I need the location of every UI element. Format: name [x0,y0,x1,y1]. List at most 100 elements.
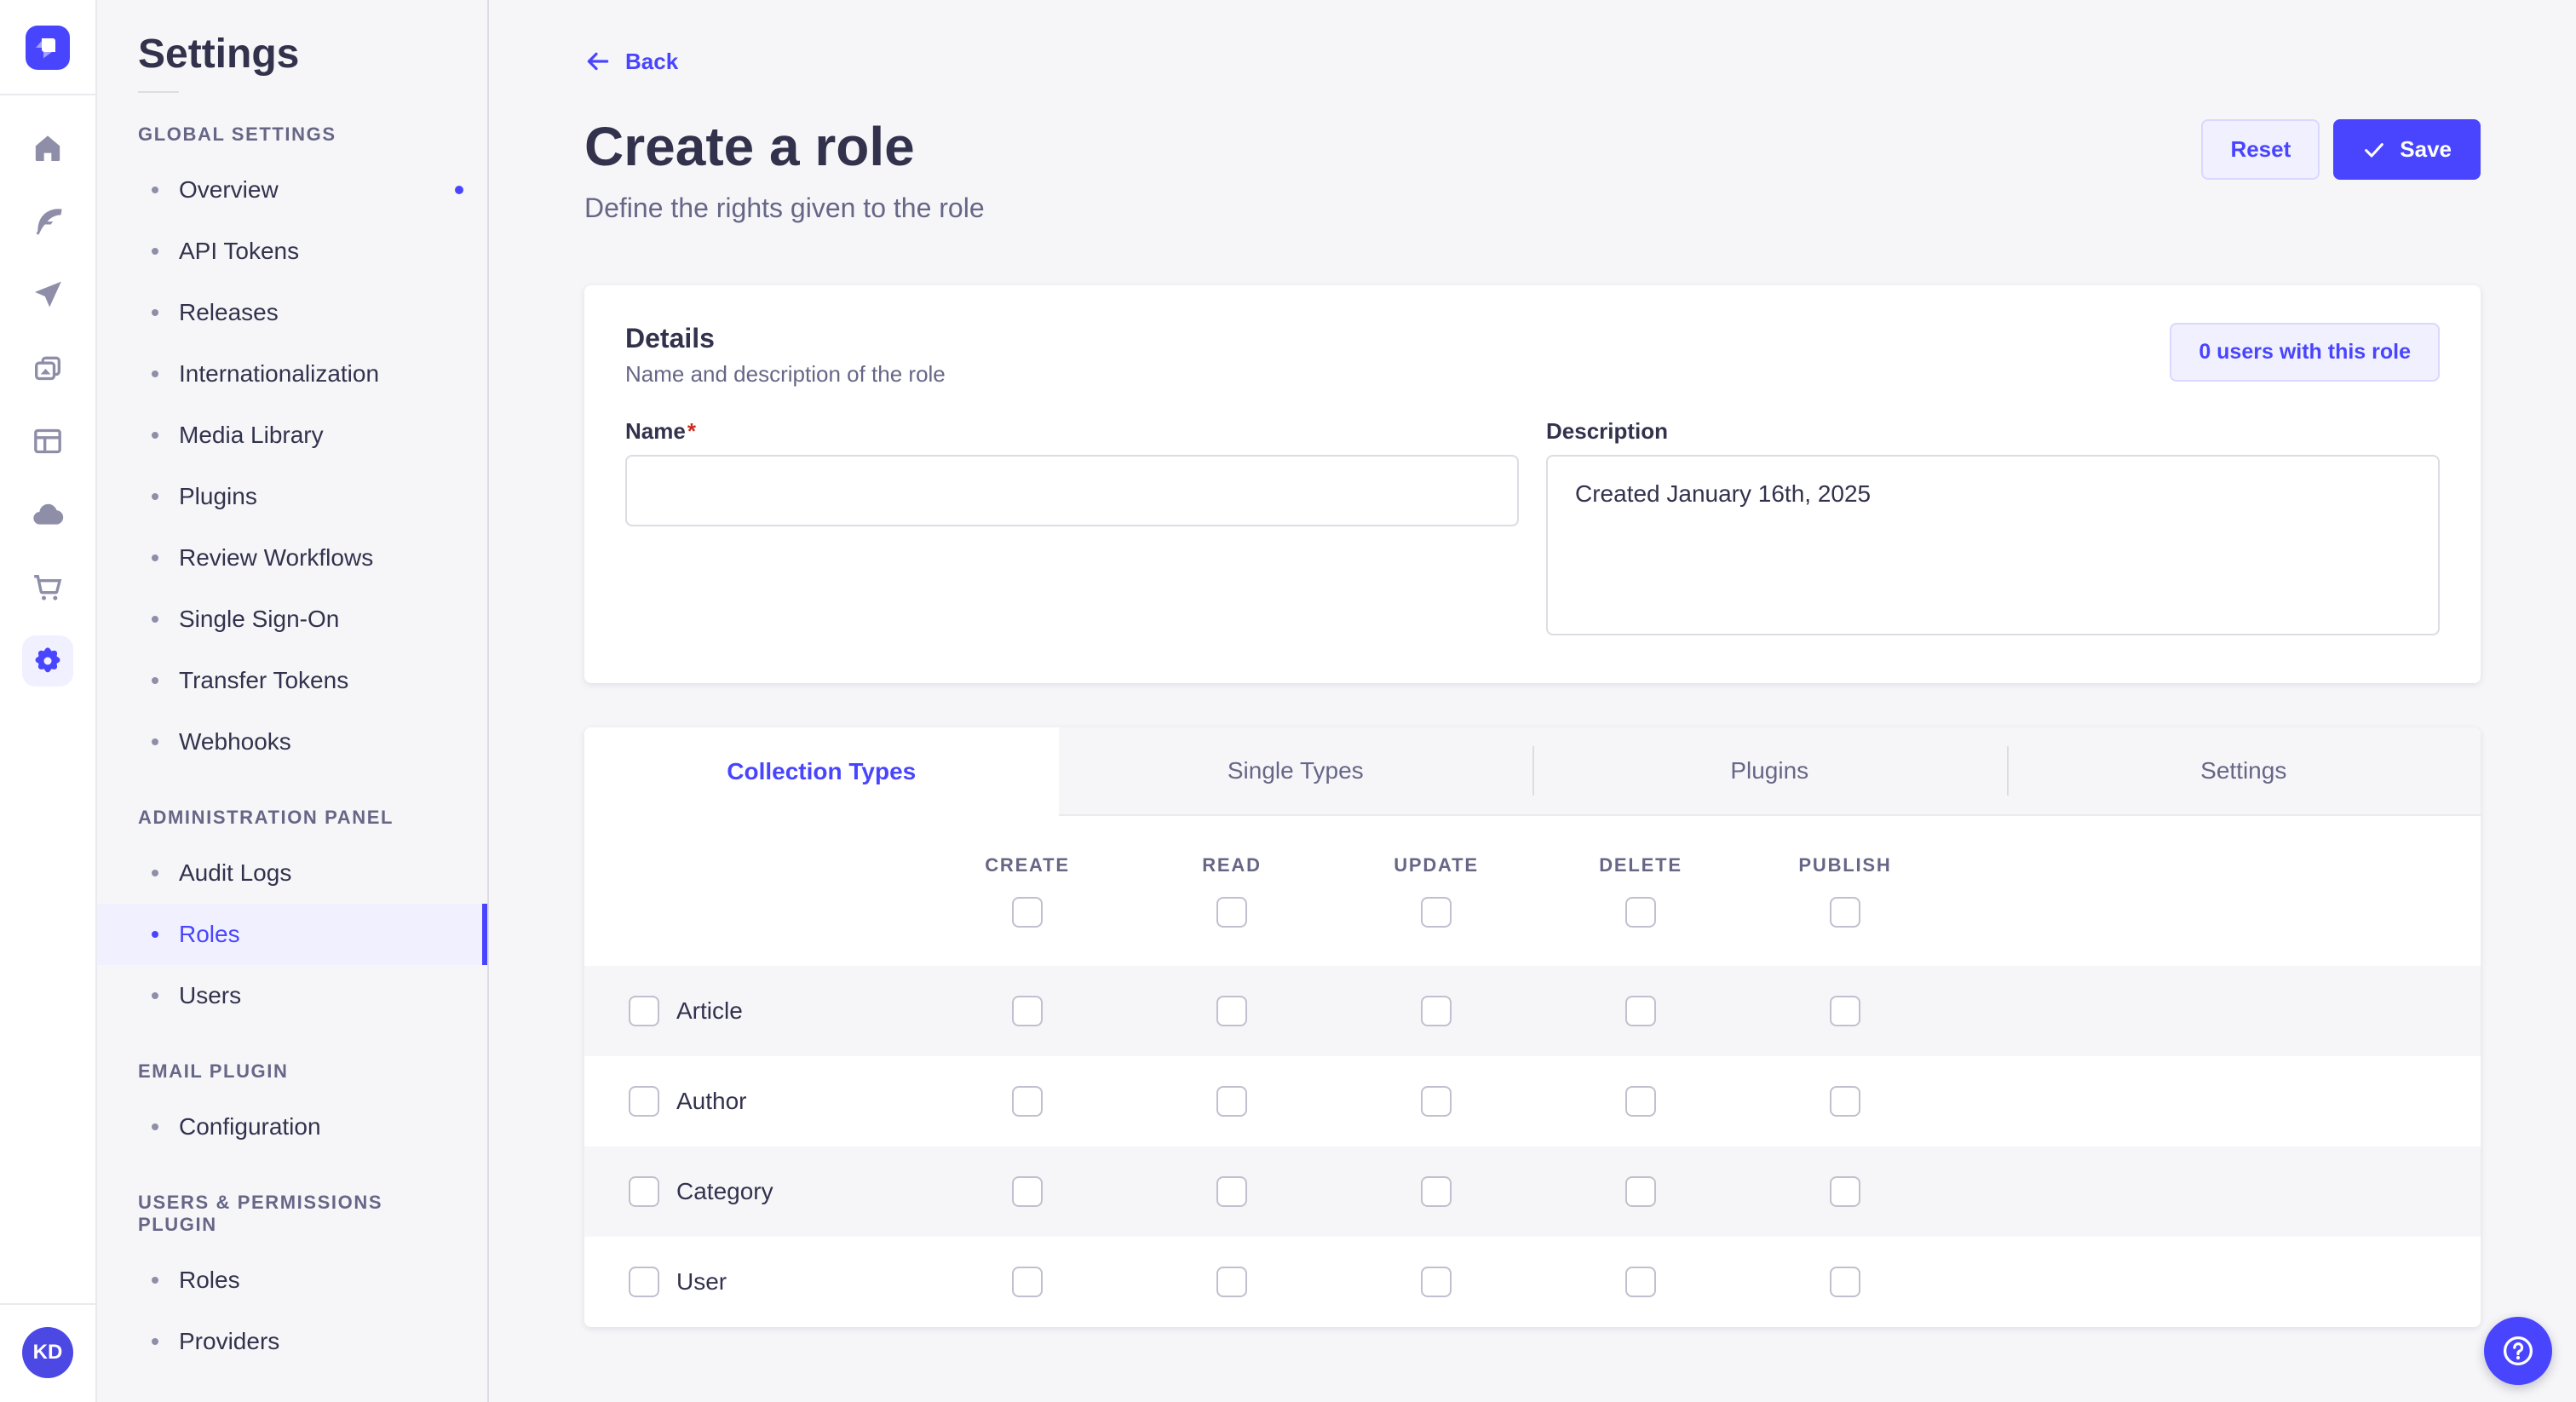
perm-article-create-checkbox[interactable] [1012,995,1043,1026]
gear-icon[interactable] [22,635,73,687]
perm-article-delete-checkbox[interactable] [1625,995,1656,1026]
sidebar-section-label: GLOBAL SETTINGS [138,124,336,145]
row-select-article-checkbox[interactable] [629,995,659,1026]
perm-author-publish-checkbox[interactable] [1830,1085,1860,1117]
perm-category-delete-checkbox[interactable] [1625,1175,1656,1207]
perm-category-update-checkbox[interactable] [1421,1175,1452,1207]
check-icon [2365,142,2384,158]
perm-cell [1130,1175,1334,1207]
sidebar-item-review-workflows[interactable]: Review Workflows [97,527,487,589]
perm-cell [1743,1175,1947,1207]
perm-cell [925,995,1130,1026]
cart-icon[interactable] [22,562,73,613]
sidebar-divider [138,91,179,93]
row-select-user-checkbox[interactable] [629,1266,659,1297]
perm-article-publish-checkbox[interactable] [1830,995,1860,1026]
sidebar-item-configuration[interactable]: Configuration [97,1096,487,1158]
perm-cell [1334,1175,1538,1207]
perm-author-update-checkbox[interactable] [1421,1085,1452,1117]
perm-cell [1538,1175,1743,1207]
select-all-update-checkbox[interactable] [1421,896,1452,928]
perm-author-delete-checkbox[interactable] [1625,1085,1656,1117]
sidebar-item-releases[interactable]: Releases [97,282,487,343]
cloud-icon[interactable] [22,489,73,540]
perm-user-delete-checkbox[interactable] [1625,1266,1656,1297]
row-label: Article [676,997,743,1024]
layout-icon[interactable] [22,416,73,467]
bullet-icon [152,1123,158,1130]
sidebar-item-transfer-tokens[interactable]: Transfer Tokens [97,650,487,711]
permissions-header-row: CREATE READ UPDATE DELETE PUBLISH [584,816,2481,966]
perm-author-create-checkbox[interactable] [1012,1085,1043,1117]
sidebar-item-api-tokens[interactable]: API Tokens [97,221,487,282]
description-label: Description [1546,417,1669,444]
sidebar-item-plugins[interactable]: Plugins [97,466,487,527]
perm-article-update-checkbox[interactable] [1421,995,1452,1026]
perm-cell [925,1085,1130,1117]
sidebar-item-roles[interactable]: Roles [97,1250,487,1311]
avatar[interactable]: KD [22,1327,73,1378]
perm-user-update-checkbox[interactable] [1421,1266,1452,1297]
row-name-cell: User [584,1266,925,1297]
sidebar-sections: GLOBAL SETTINGS Overview API Tokens Release… [97,103,487,1372]
sidebar-item-label: Plugins [179,483,257,509]
required-asterisk: * [687,417,696,444]
sidebar-item-media-library[interactable]: Media Library [97,405,487,466]
save-label: Save [2400,136,2452,162]
sidebar-item-audit-logs[interactable]: Audit Logs [97,842,487,904]
row-label: Category [676,1177,773,1204]
help-button[interactable] [2484,1317,2552,1385]
tab-collection-types[interactable]: Collection Types [584,727,1059,816]
reset-button[interactable]: Reset [2201,119,2320,180]
select-all-create-checkbox[interactable] [1012,896,1043,928]
back-link[interactable]: Back [584,48,678,75]
sidebar-item-providers[interactable]: Providers [97,1311,487,1372]
home-icon[interactable] [22,123,73,174]
sidebar-item-overview[interactable]: Overview [97,159,487,221]
row-select-author-checkbox[interactable] [629,1085,659,1117]
row-select-category-checkbox[interactable] [629,1175,659,1207]
table-row-category: Category [584,1146,2481,1237]
description-field-group: Description Created January 16th, 2025 [1546,418,2440,642]
sidebar-item-users[interactable]: Users [97,965,487,1026]
send-icon[interactable] [22,269,73,320]
perm-category-publish-checkbox[interactable] [1830,1175,1860,1207]
name-input[interactable] [625,454,1519,526]
description-textarea[interactable]: Created January 16th, 2025 [1546,454,2440,635]
perm-user-publish-checkbox[interactable] [1830,1266,1860,1297]
users-with-role-button[interactable]: 0 users with this role [2170,322,2440,382]
permissions-tabs: Collection Types Single Types Plugins Setti… [584,727,2481,816]
perm-author-read-checkbox[interactable] [1216,1085,1247,1117]
sidebar-item-webhooks[interactable]: Webhooks [97,711,487,773]
row-label: Author [676,1087,747,1114]
select-all-publish-checkbox[interactable] [1830,896,1860,928]
strapi-logo[interactable] [26,26,70,70]
sidebar-item-single-sign-on[interactable]: Single Sign-On [97,589,487,650]
tab-single-types[interactable]: Single Types [1058,727,1532,816]
perm-category-create-checkbox[interactable] [1012,1175,1043,1207]
perm-cell [1130,995,1334,1026]
select-all-read-checkbox[interactable] [1216,896,1247,928]
tab-plugins[interactable]: Plugins [1532,727,2007,816]
back-label: Back [625,48,679,74]
tab-settings[interactable]: Settings [2006,727,2481,816]
perm-cell [1538,1085,1743,1117]
name-field-group: Name * [625,418,1519,642]
media-library-icon[interactable] [22,342,73,394]
sidebar-item-internationalization[interactable]: Internationalization [97,343,487,405]
perm-user-create-checkbox[interactable] [1012,1266,1043,1297]
details-card: Details Name and description of the role… [584,284,2481,683]
sidebar-item-roles[interactable]: Roles [97,904,487,965]
perm-user-read-checkbox[interactable] [1216,1266,1247,1297]
select-all-delete-checkbox[interactable] [1625,896,1656,928]
feather-icon[interactable] [22,196,73,247]
permissions-card: Collection Types Single Types Plugins Setti… [584,727,2481,1327]
perm-article-read-checkbox[interactable] [1216,995,1247,1026]
sidebar-item-label: Review Workflows [179,544,374,571]
sidebar-item-label: Releases [179,299,279,325]
column-header-read: READ [1130,816,1334,966]
sidebar-item-label: Transfer Tokens [179,667,349,693]
save-button[interactable]: Save [2333,119,2481,180]
perm-category-read-checkbox[interactable] [1216,1175,1247,1207]
perm-cell [925,1175,1130,1207]
